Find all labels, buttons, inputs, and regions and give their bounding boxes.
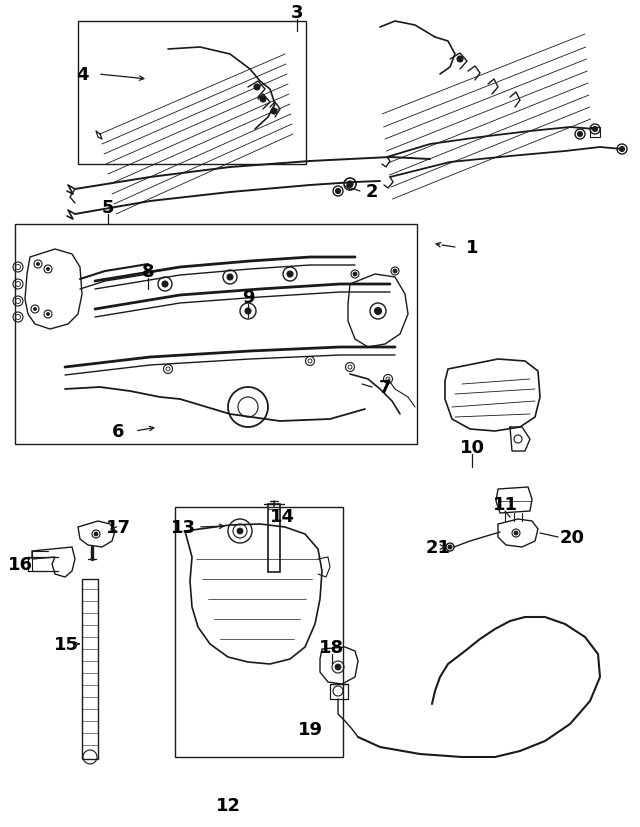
Text: 7: 7: [379, 379, 391, 396]
Circle shape: [36, 263, 40, 266]
Circle shape: [245, 308, 251, 314]
Circle shape: [287, 272, 293, 278]
Circle shape: [577, 132, 582, 137]
Text: 18: 18: [319, 638, 344, 656]
Circle shape: [457, 57, 463, 63]
Circle shape: [254, 85, 260, 91]
Circle shape: [514, 532, 518, 535]
Text: 12: 12: [216, 796, 241, 814]
Circle shape: [593, 127, 598, 132]
Circle shape: [271, 109, 277, 115]
Circle shape: [353, 273, 357, 277]
Circle shape: [374, 308, 381, 315]
Bar: [590, 128, 600, 138]
Text: 3: 3: [291, 4, 303, 22]
Text: 13: 13: [170, 519, 195, 537]
Bar: [15, 225, 417, 444]
Text: 20: 20: [559, 528, 584, 547]
Circle shape: [260, 97, 266, 103]
Text: 19: 19: [298, 720, 323, 739]
Bar: [268, 504, 280, 572]
Text: 10: 10: [460, 438, 484, 457]
Circle shape: [47, 268, 49, 271]
Text: 8: 8: [141, 263, 154, 280]
Circle shape: [620, 147, 625, 152]
Text: 2: 2: [365, 183, 378, 201]
Text: 16: 16: [8, 555, 33, 573]
Circle shape: [94, 533, 98, 537]
Circle shape: [237, 528, 243, 534]
Text: 14: 14: [269, 508, 294, 525]
Text: 21: 21: [426, 538, 451, 557]
Circle shape: [47, 313, 49, 316]
Bar: [82, 579, 98, 759]
Text: 5: 5: [102, 198, 115, 217]
Text: 9: 9: [242, 289, 254, 307]
Circle shape: [335, 664, 341, 670]
Circle shape: [347, 182, 353, 188]
Bar: [78, 22, 306, 165]
Circle shape: [33, 308, 36, 311]
Text: 1: 1: [466, 239, 478, 256]
Text: 4: 4: [76, 66, 88, 84]
Text: 6: 6: [112, 423, 124, 441]
Text: 17: 17: [106, 519, 131, 537]
Circle shape: [227, 275, 233, 280]
Bar: [175, 508, 343, 757]
Circle shape: [162, 282, 168, 288]
Text: 11: 11: [493, 495, 518, 514]
Text: 15: 15: [54, 635, 79, 653]
Circle shape: [448, 545, 452, 549]
Circle shape: [335, 189, 340, 194]
Circle shape: [393, 270, 397, 274]
